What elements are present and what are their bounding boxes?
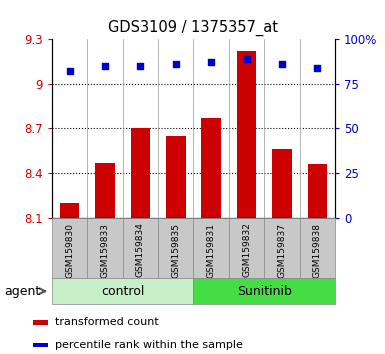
Bar [158,218,193,278]
Text: transformed count: transformed count [55,318,159,327]
Text: Sunitinib: Sunitinib [237,285,292,298]
Text: percentile rank within the sample: percentile rank within the sample [55,340,243,350]
Point [137,63,144,69]
Bar [131,129,150,218]
Title: GDS3109 / 1375357_at: GDS3109 / 1375357_at [109,20,278,36]
Bar [264,218,300,278]
Bar [60,203,79,218]
Text: GSM159835: GSM159835 [171,223,180,278]
Bar [52,278,193,304]
Text: agent: agent [4,285,40,298]
Text: GSM159833: GSM159833 [100,223,110,278]
Bar [166,136,186,218]
Point [279,61,285,67]
Bar [201,118,221,218]
Point [314,65,320,70]
Bar [272,149,291,218]
Bar [308,164,327,218]
Text: GSM159837: GSM159837 [277,223,286,278]
Text: GSM159832: GSM159832 [242,223,251,278]
Point [243,56,249,62]
Point [102,63,108,69]
Bar [300,218,335,278]
Text: GSM159838: GSM159838 [313,223,322,278]
Bar [33,320,49,325]
Text: GSM159830: GSM159830 [65,223,74,278]
Text: GSM159834: GSM159834 [136,223,145,278]
Bar [229,218,264,278]
Bar [123,218,158,278]
Bar [193,218,229,278]
Point [173,61,179,67]
Bar [193,278,335,304]
Bar [33,343,49,347]
Bar [95,162,115,218]
Point [67,68,73,74]
Text: control: control [101,285,144,298]
Bar [237,51,256,218]
Point [208,59,214,65]
Text: GSM159831: GSM159831 [207,223,216,278]
Bar [52,218,87,278]
Bar [87,218,123,278]
